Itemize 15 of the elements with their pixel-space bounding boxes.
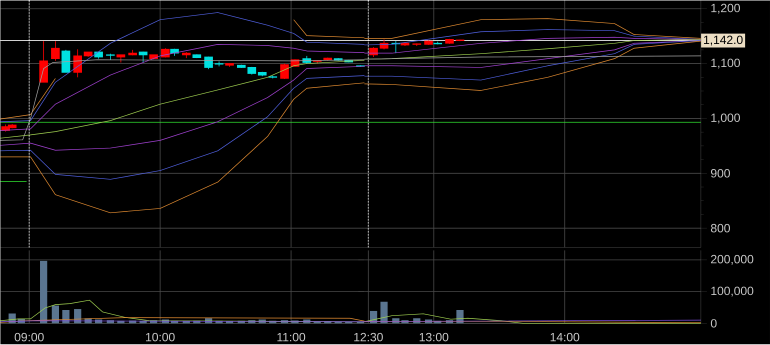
y-tick-label: 1,000: [711, 114, 740, 124]
x-tick-label: 12:30: [354, 333, 383, 342]
y-tick-label: 200,000: [711, 255, 754, 265]
y-tick-label: 100,000: [711, 286, 754, 297]
x-tick-label: 13:00: [420, 333, 448, 342]
y-tick-label: 0: [710, 319, 717, 328]
x-tick-label: 11:00: [277, 333, 306, 342]
ref-line-label: 1,142.0: [704, 36, 743, 46]
y-tick-label: 1,200: [711, 4, 740, 14]
x-tick-label: 09:00: [14, 333, 44, 342]
y-tick-label: 1,100: [711, 58, 740, 69]
x-tick-label: 10:00: [146, 333, 175, 342]
y-tick-label: 800: [710, 224, 730, 233]
x-tick-label: 14:00: [550, 333, 580, 342]
y-tick-label: 900: [710, 169, 730, 178]
